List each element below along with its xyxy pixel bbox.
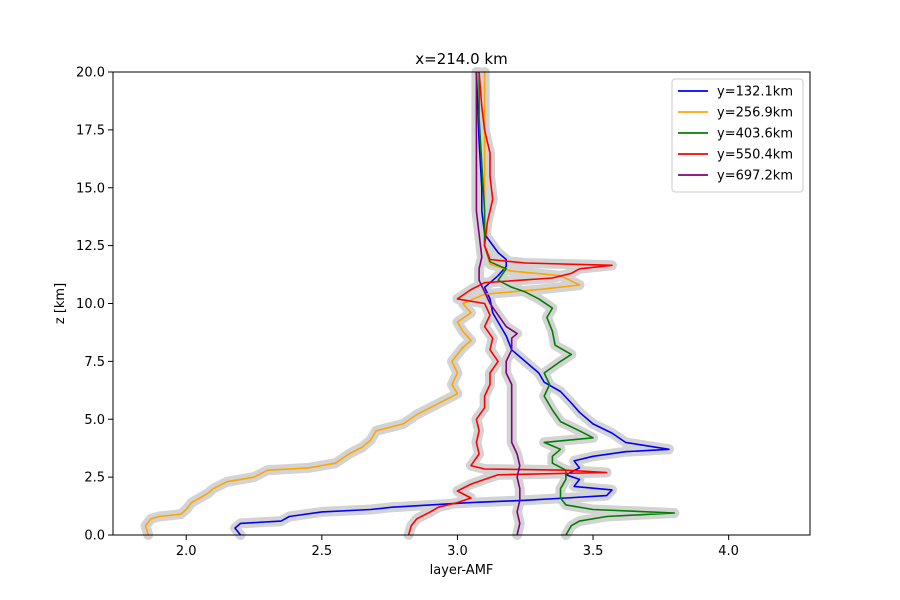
y-tick-label: 2.5	[84, 471, 105, 486]
legend-label-5: y=697.2km	[717, 169, 793, 184]
y-axis: 0.0 2.5 5.0 7.5 10.0 12.5 15.0 17.5 20.0	[76, 66, 113, 544]
legend-label-2: y=256.9km	[717, 106, 793, 121]
y-tick-label: 7.5	[84, 355, 105, 370]
legend-label-1: y=132.1km	[717, 85, 793, 100]
legend-label-4: y=550.4km	[717, 148, 793, 163]
series-line-3	[478, 72, 676, 536]
series-line-2	[144, 72, 581, 536]
y-tick-label: 20.0	[76, 66, 105, 81]
y-axis-label: z [km]	[53, 283, 68, 324]
series-line-1	[234, 71, 670, 536]
y-tick-label: 5.0	[84, 413, 105, 428]
y-tick-label: 12.5	[76, 239, 105, 254]
legend: y=132.1km y=256.9km y=403.6km y=550.4km y=69…	[671, 78, 804, 193]
x-tick-label: 2.5	[311, 544, 332, 559]
y-tick-label: 0.0	[84, 529, 105, 544]
y-tick-label: 15.0	[76, 181, 105, 196]
x-tick-label: 3.0	[447, 544, 468, 559]
legend-label-3: y=403.6km	[717, 127, 793, 142]
series-lines	[144, 71, 676, 536]
x-tick-label: 4.0	[718, 544, 739, 559]
x-axis: 2.0 2.5 3.0 3.5 4.0	[176, 535, 739, 559]
x-tick-label: 2.0	[176, 544, 197, 559]
x-tick-label: 3.5	[583, 544, 604, 559]
x-axis-label: layer-AMF	[430, 563, 494, 578]
series-line-5	[475, 72, 521, 536]
y-tick-label: 10.0	[76, 297, 105, 312]
series-line-4	[407, 71, 613, 536]
chart-title: x=214.0 km	[415, 50, 507, 68]
y-tick-label: 17.5	[76, 123, 105, 138]
legend-box	[671, 78, 804, 193]
